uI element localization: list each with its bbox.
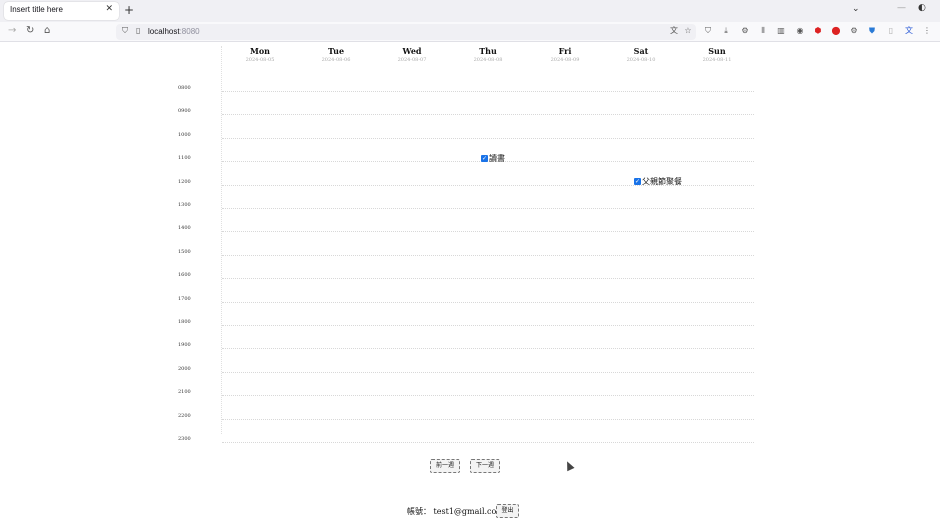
hour-label: 2300 (178, 436, 191, 442)
hour-label: 1500 (178, 248, 191, 255)
hour-grid-line (222, 184, 754, 186)
translate-icon[interactable]: 文 (670, 26, 678, 35)
browser-tab[interactable]: Insert title here ✕ (4, 2, 119, 20)
event-label: 讀書 (489, 153, 505, 163)
grid-vertical-line (221, 46, 222, 434)
next-week-button[interactable]: 下一週 (470, 459, 500, 473)
sidebar-icon[interactable]: ▥ (777, 26, 785, 35)
day-date: 2024-08-09 (550, 57, 580, 63)
hour-grid-line (222, 137, 754, 139)
hour-label: 1300 (178, 202, 191, 208)
hour-label: 1000 (178, 131, 191, 138)
hour-label: 1900 (178, 342, 191, 349)
mouse-cursor-icon (563, 459, 575, 472)
day-header-sun: Sun 2024-08-11 (679, 46, 755, 63)
day-date: 2024-08-10 (626, 57, 656, 63)
browser-tabbar: Insert title here ✕ + ⌄ — ◐ (0, 0, 940, 22)
hour-grid-line (222, 395, 754, 397)
hour-grid-line (222, 114, 754, 116)
account-info: 帳號： test1@gmail.com (407, 506, 504, 517)
extension-gear-icon[interactable]: ⚙ (741, 26, 749, 35)
bookmark-star-icon[interactable]: ☆ (684, 26, 692, 35)
forward-icon[interactable]: → (8, 25, 17, 36)
hour-grid-line (222, 91, 754, 92)
minimize-icon[interactable]: — (897, 3, 906, 13)
url-bar[interactable]: ⛉ ▯ localhost:8080 (116, 24, 696, 40)
day-date: 2024-08-07 (397, 57, 427, 63)
adblock-icon[interactable]: ⬢ (814, 26, 822, 35)
doc-icon[interactable]: ▯ (888, 26, 894, 35)
day-date: 2024-08-08 (473, 57, 503, 63)
hour-label: 1400 (178, 225, 191, 232)
prev-week-button[interactable]: 前一週 (430, 459, 460, 473)
hour-label: 1200 (178, 178, 191, 185)
hour-grid-line (222, 325, 754, 326)
hour-grid-line (222, 301, 754, 303)
hour-label: 2000 (178, 365, 191, 372)
tab-close-icon[interactable]: ✕ (105, 4, 113, 14)
day-name: Sun (708, 46, 726, 56)
hour-label: 2200 (178, 412, 191, 419)
home-icon[interactable]: ⌂ (44, 25, 51, 36)
day-name: Tue (327, 46, 345, 56)
day-name: Thu (479, 46, 497, 56)
pocket-icon[interactable]: ⛉ (705, 26, 711, 35)
hour-grid-line (222, 442, 754, 443)
tab-title: Insert title here (10, 5, 63, 14)
browser-navbar: → ↻ ⌂ ⛉ ▯ localhost:8080 文 ☆ ⛉ ⤓ ⚙ ⫴ ▥ ◉… (0, 22, 940, 42)
library-icon[interactable]: ⫴ (761, 26, 765, 35)
reload-icon[interactable]: ↻ (26, 25, 35, 36)
hour-grid-line (222, 161, 754, 163)
translate-ext-icon[interactable]: 文 (905, 26, 913, 35)
account-email: test1@gmail.com (433, 507, 504, 516)
stop-icon[interactable]: ⬤ (831, 26, 841, 35)
account-icon[interactable]: ◉ (796, 26, 804, 35)
hour-label: 1100 (178, 155, 191, 162)
hour-label: 1700 (178, 295, 191, 302)
settings-icon[interactable]: ⚙ (850, 26, 858, 35)
new-tab-icon[interactable]: + (124, 3, 135, 17)
account-label: 帳號： (407, 507, 431, 516)
day-header-fri: Fri 2024-08-09 (527, 46, 603, 63)
day-date: 2024-08-05 (245, 57, 275, 63)
day-header-tue: Tue 2024-08-06 (298, 46, 374, 63)
page-icon: ▯ (136, 26, 141, 35)
calendar-event[interactable]: ✓ 讀書 (481, 153, 505, 164)
hour-label: 0900 (178, 108, 191, 115)
hour-grid-line (222, 254, 754, 256)
hour-label: 0800 (178, 85, 191, 91)
day-header-wed: Wed 2024-08-07 (374, 46, 450, 63)
calendar-event[interactable]: ✓ 父親節聚餐 (634, 176, 682, 187)
hour-label: 2100 (178, 389, 191, 396)
day-name: Sat (633, 46, 649, 56)
hour-grid-line (222, 348, 754, 350)
shield-icon[interactable]: ⛉ (122, 26, 128, 35)
day-header-mon: Mon 2024-08-05 (222, 46, 298, 63)
url-text: localhost:8080 (148, 27, 200, 36)
restore-icon[interactable]: ◐ (918, 3, 926, 13)
hour-grid-line (222, 418, 754, 420)
hour-label: 1600 (178, 272, 191, 279)
day-header-sat: Sat 2024-08-10 (603, 46, 679, 63)
shield-ext-icon[interactable]: ⛊ (869, 26, 875, 35)
download-icon[interactable]: ⤓ (724, 26, 728, 35)
event-checkbox[interactable]: ✓ (634, 178, 641, 186)
day-header-thu: Thu 2024-08-08 (450, 46, 526, 63)
hour-grid-line (222, 208, 754, 209)
day-name: Wed (402, 46, 422, 56)
hour-label: 1800 (178, 319, 191, 325)
event-checkbox[interactable]: ✓ (481, 154, 488, 162)
day-date: 2024-08-11 (702, 57, 732, 63)
hour-grid-line (222, 231, 754, 233)
hour-grid-line (222, 278, 754, 280)
event-label: 父親節聚餐 (642, 177, 682, 187)
day-name: Fri (558, 46, 572, 56)
hour-grid-line (222, 371, 754, 373)
chevron-down-icon[interactable]: ⌄ (852, 4, 860, 14)
day-name: Mon (249, 46, 270, 56)
day-date: 2024-08-06 (321, 57, 351, 63)
menu-icon[interactable]: ⋮ (923, 26, 931, 35)
logout-button[interactable]: 登出 (496, 504, 519, 518)
